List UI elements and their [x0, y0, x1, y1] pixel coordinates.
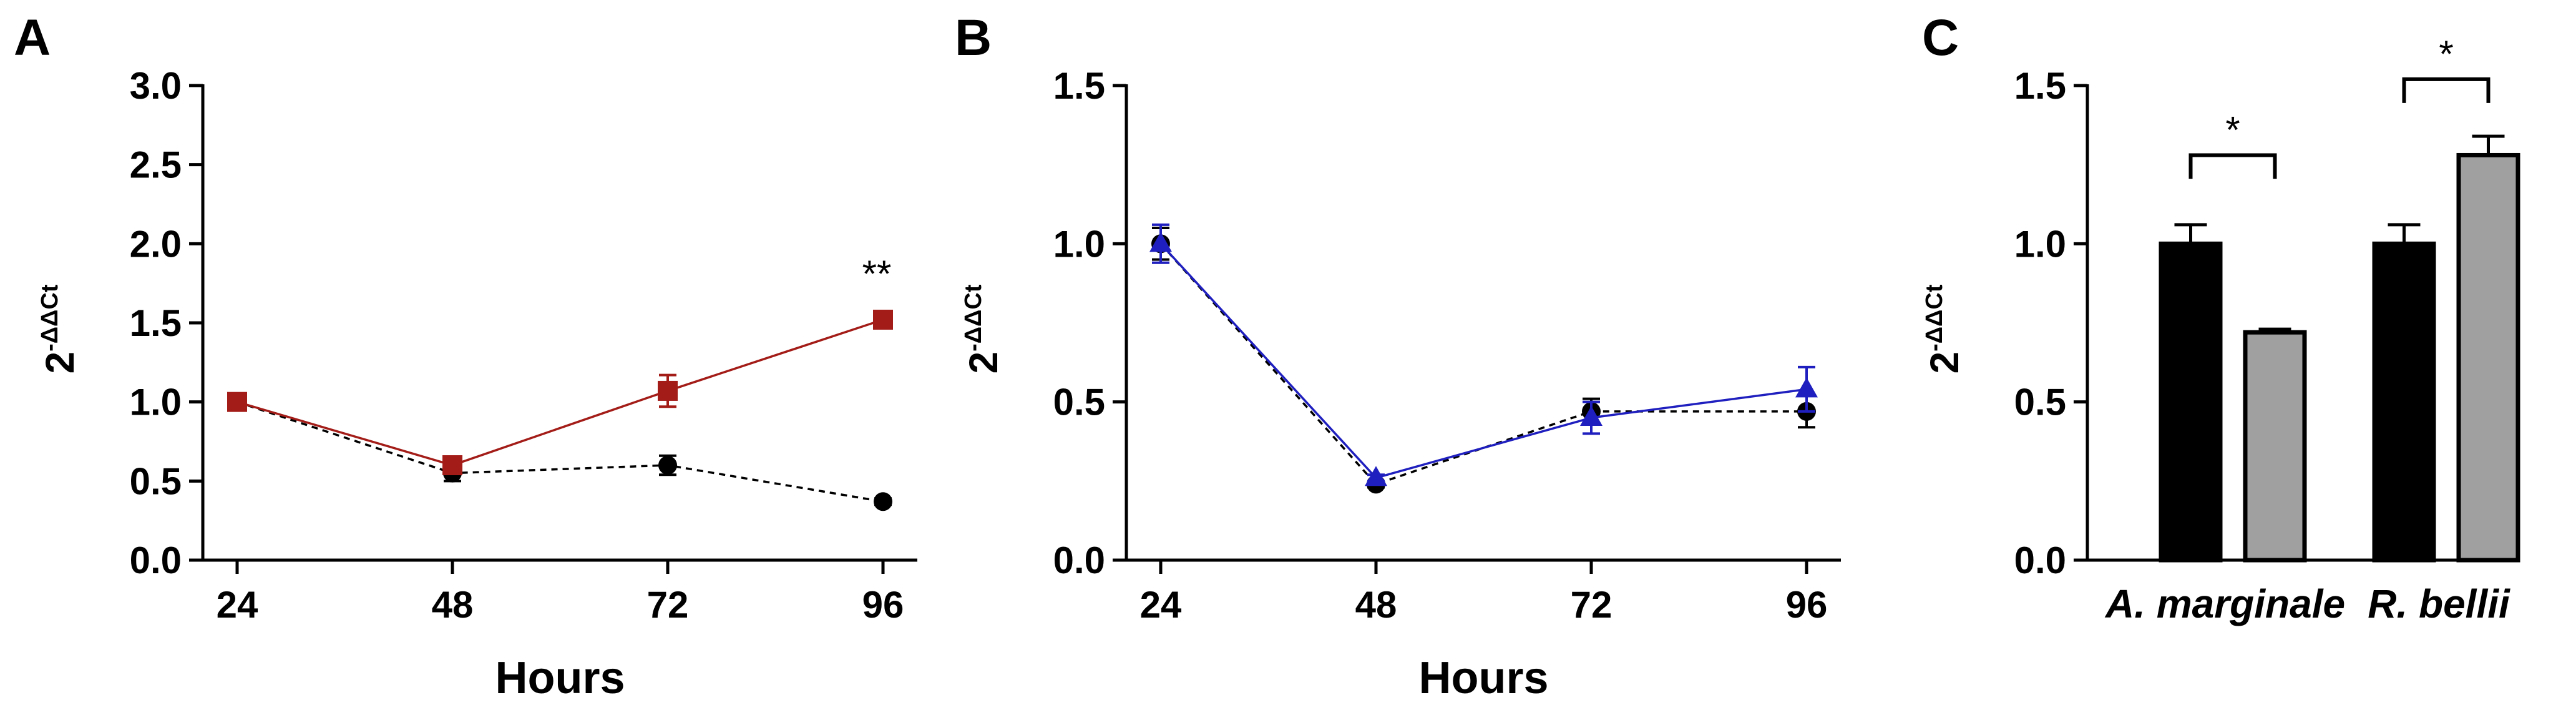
- panel-letter: C: [1922, 9, 1959, 66]
- bar: [2456, 152, 2520, 563]
- series-line: [237, 318, 884, 466]
- y-tick-label: 1.0: [130, 382, 182, 423]
- x-axis-title: Hours: [495, 653, 625, 703]
- data-point: [1149, 232, 1172, 252]
- y-tick-label: 0.0: [2014, 540, 2066, 581]
- y-tick-label: 1.0: [2014, 223, 2066, 265]
- x-axis-title: Hours: [1418, 653, 1548, 703]
- data-point: [1795, 377, 1818, 398]
- category-label: A. marginale: [2104, 581, 2345, 626]
- x-tick-label: 48: [432, 584, 474, 626]
- data-point: [1365, 466, 1387, 486]
- series-line: [237, 401, 884, 503]
- y-axis-title-base: 2: [1922, 352, 1967, 374]
- y-axis-title-superscript: -ΔΔCt: [37, 284, 63, 352]
- panel-c: C 0.0 0.5 1.0 1.5 2-ΔΔCt A. marginale R. bellii…: [1921, 9, 2520, 626]
- y-tick-label: 0.0: [1053, 540, 1105, 581]
- significance-marker: **: [862, 253, 892, 295]
- panel-letter: B: [955, 9, 992, 66]
- category-label: R. bellii: [2368, 581, 2510, 626]
- series-line: [1159, 243, 1807, 480]
- y-tick-label: 2.5: [130, 144, 182, 186]
- y-tick-label: 1.5: [130, 302, 182, 344]
- y-tick-label: 3.0: [130, 65, 182, 107]
- y-axis-title: 2-ΔΔCt: [1921, 284, 1967, 373]
- y-tick-label: 1.0: [1053, 223, 1105, 265]
- y-axis-title-base: 2: [37, 352, 82, 374]
- x-tick-label: 48: [1355, 584, 1397, 626]
- y-axis-title-base: 2: [961, 352, 1006, 374]
- panel-b: B 0.0 0.5 1.0 1.5 2-ΔΔCt 24 48 72 96 Hours: [955, 9, 1841, 703]
- data-point: [1580, 406, 1603, 426]
- x-tick-label: 72: [1571, 584, 1612, 626]
- bar: [2372, 241, 2436, 563]
- panel-letter: A: [14, 9, 51, 66]
- y-tick-label: 1.5: [2014, 65, 2066, 107]
- data-point: [442, 455, 462, 475]
- data-point: [873, 309, 893, 330]
- y-tick-label: 2.0: [130, 223, 182, 265]
- y-axis-title-superscript: -ΔΔCt: [960, 284, 987, 352]
- y-axis-title-superscript: -ΔΔCt: [1921, 284, 1948, 352]
- data-point: [658, 380, 678, 401]
- significance-bracket: [2188, 153, 2277, 179]
- x-tick-label: 24: [217, 584, 258, 626]
- bar: [2159, 241, 2223, 563]
- panel-a: A 0.0 0.5 1.0 1.5 2.0 2.5 3.0 2-ΔΔCt 24 48 72 96 Hour…: [14, 9, 917, 703]
- y-axis-title: 2-ΔΔCt: [37, 284, 82, 373]
- x-tick-label: 96: [1786, 584, 1828, 626]
- bar: [2243, 330, 2307, 563]
- y-tick-label: 0.5: [1053, 382, 1105, 423]
- data-point: [874, 492, 892, 511]
- x-tick-label: 72: [647, 584, 689, 626]
- y-tick-label: 0.0: [130, 540, 182, 581]
- x-tick-label: 96: [862, 584, 904, 626]
- data-point: [658, 456, 677, 475]
- y-tick-label: 1.5: [1053, 65, 1105, 107]
- data-point: [227, 392, 247, 412]
- significance-marker: *: [2225, 109, 2240, 150]
- y-axis-title: 2-ΔΔCt: [960, 284, 1006, 373]
- x-tick-label: 24: [1140, 584, 1182, 626]
- significance-marker: *: [2439, 33, 2453, 75]
- series-line: [1159, 243, 1807, 486]
- y-tick-label: 0.5: [130, 460, 182, 502]
- significance-bracket: [2402, 77, 2491, 103]
- y-tick-label: 0.5: [2014, 382, 2066, 423]
